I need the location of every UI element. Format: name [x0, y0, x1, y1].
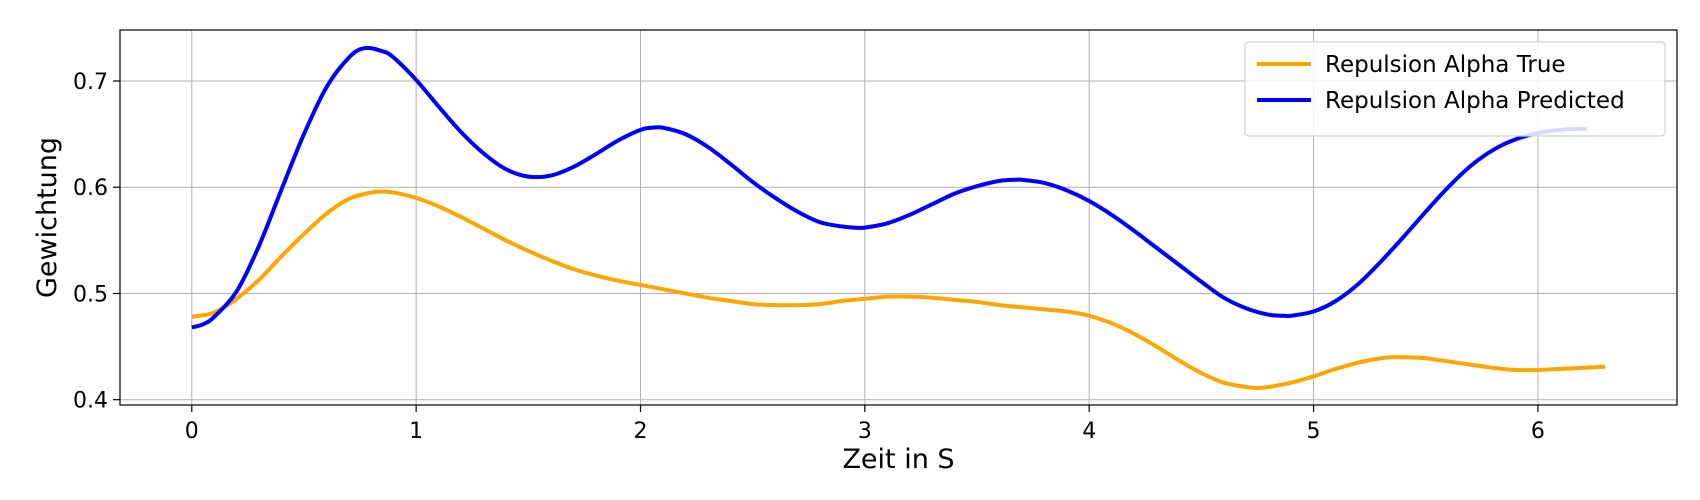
y-axis-label: Gewichtung [32, 137, 63, 298]
y-tick-label: 0.7 [73, 70, 108, 95]
y-tick-label: 0.6 [73, 176, 108, 201]
x-tick-label: 6 [1531, 419, 1545, 444]
x-tick-label: 3 [858, 419, 872, 444]
series-group [191, 45, 1606, 390]
axis-ticks: 0 1 2 3 4 5 6 0.4 0.5 0.6 0.7 [73, 70, 1545, 444]
x-tick-label: 5 [1307, 419, 1321, 444]
y-tick-label: 0.5 [73, 282, 108, 307]
x-axis-label: Zeit in S [842, 444, 954, 475]
series-line-repulsion-alpha-predicted [191, 45, 1588, 330]
x-tick-label: 2 [633, 419, 647, 444]
legend-box [1244, 41, 1666, 137]
legend: Repulsion Alpha True Repulsion Alpha Pred… [1244, 41, 1666, 137]
x-tick-label: 4 [1082, 419, 1096, 444]
plot-frame [119, 29, 1678, 406]
series-line-repulsion-alpha-true [191, 189, 1606, 390]
legend-label: Repulsion Alpha Predicted [1325, 88, 1625, 114]
y-tick-label: 0.4 [73, 389, 108, 414]
legend-label: Repulsion Alpha True [1325, 52, 1566, 78]
x-tick-label: 0 [185, 419, 199, 444]
x-tick-label: 1 [409, 419, 423, 444]
